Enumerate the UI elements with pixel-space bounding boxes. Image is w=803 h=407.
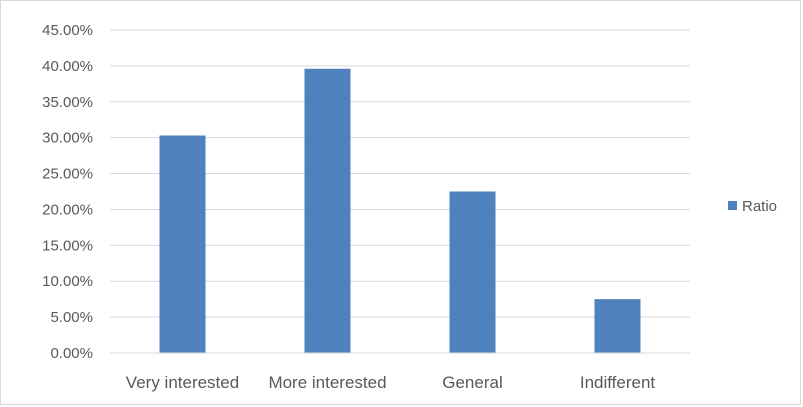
y-tick-label: 40.00%	[42, 58, 93, 75]
bars	[159, 68, 641, 353]
y-tick-label: 15.00%	[42, 237, 93, 254]
x-axis-labels: Very interested More interested General Ind…	[126, 373, 656, 392]
y-tick-label: 30.00%	[42, 130, 93, 147]
bar	[304, 68, 351, 353]
bar	[449, 191, 496, 353]
legend-swatch	[728, 201, 737, 210]
legend: Ratio	[728, 198, 777, 215]
y-tick-label: 20.00%	[42, 201, 93, 218]
y-axis-ticks: 0.00% 5.00% 10.00% 15.00% 20.00% 25.00% 30.00%…	[42, 22, 93, 362]
gridlines	[110, 29, 690, 318]
x-category-label: More interested	[268, 373, 386, 392]
x-category-label: General	[442, 373, 502, 392]
y-tick-label: 10.00%	[42, 273, 93, 290]
bar	[159, 135, 206, 353]
x-category-label: Indifferent	[580, 373, 656, 392]
y-tick-label: 25.00%	[42, 166, 93, 183]
bar	[594, 299, 641, 353]
y-tick-label: 0.00%	[50, 345, 93, 362]
y-tick-label: 5.00%	[50, 309, 93, 326]
x-category-label: Very interested	[126, 373, 239, 392]
y-tick-label: 35.00%	[42, 94, 93, 111]
legend-label: Ratio	[742, 198, 777, 215]
y-tick-label: 45.00%	[42, 22, 93, 39]
